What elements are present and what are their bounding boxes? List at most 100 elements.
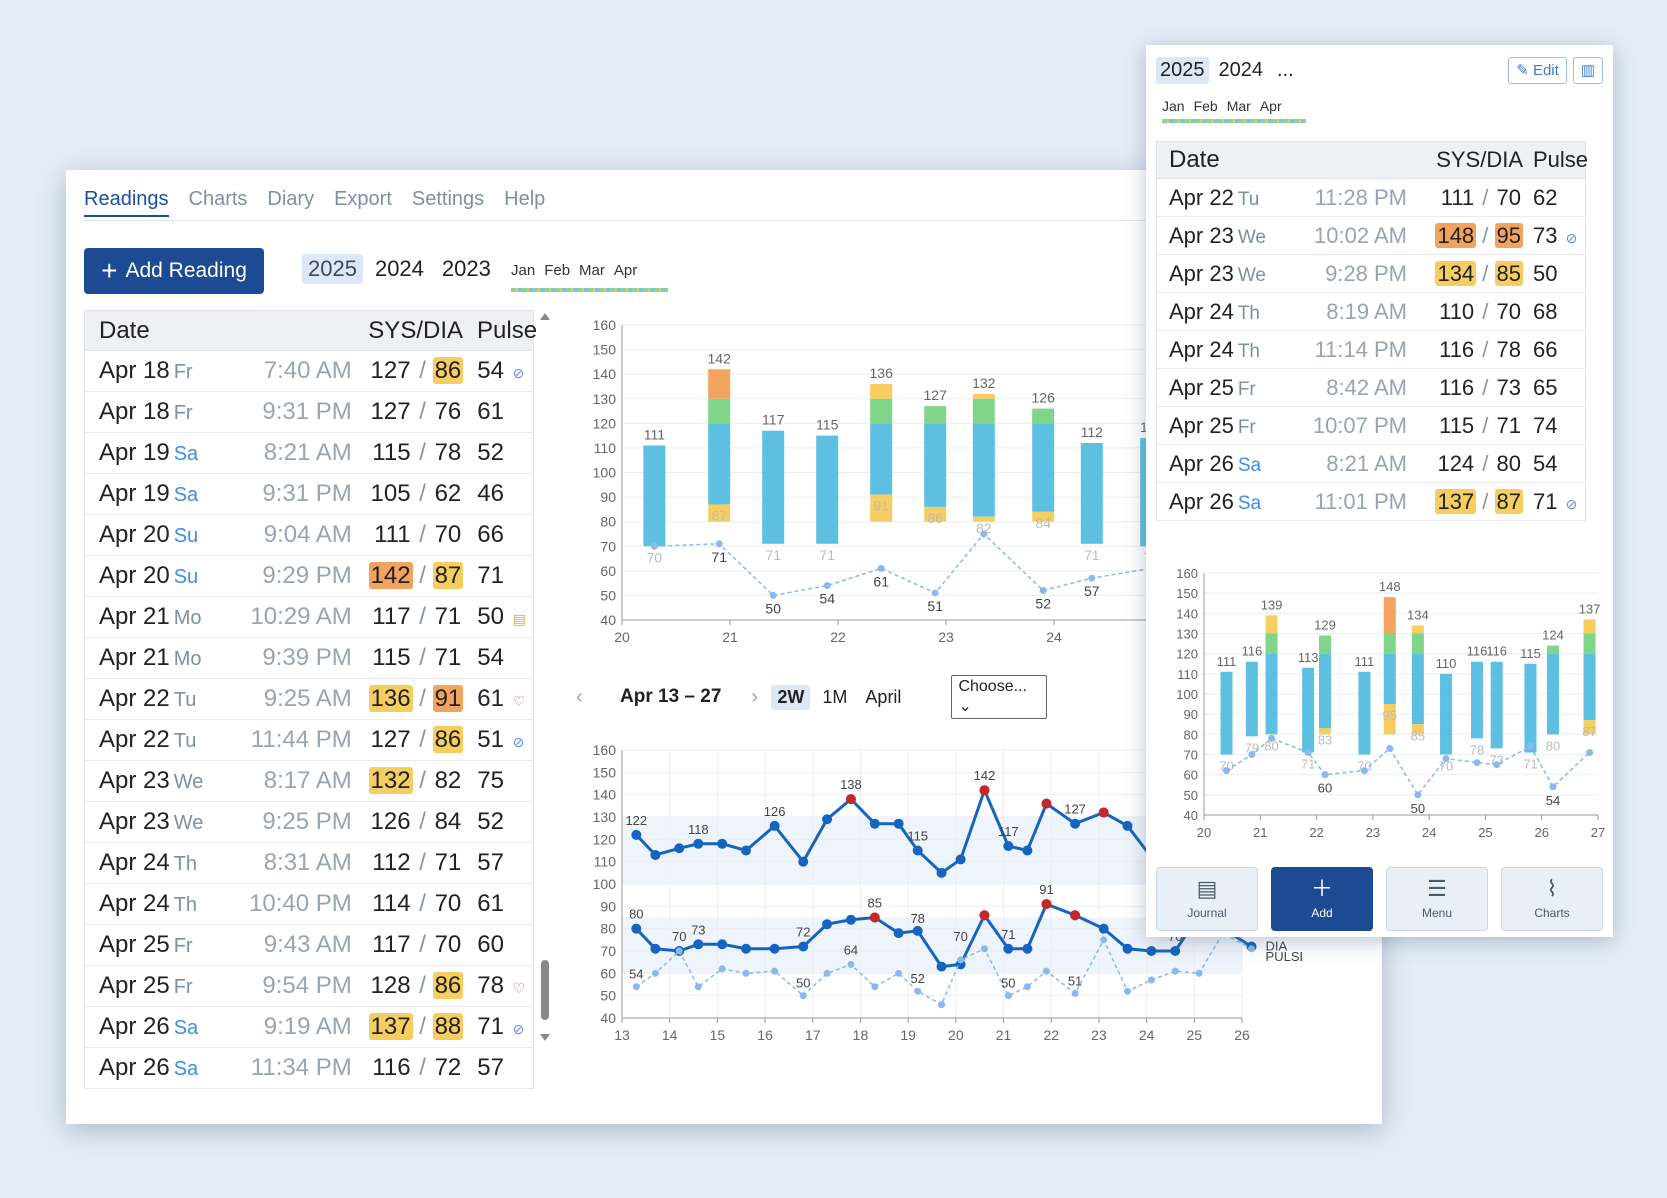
cell-time: 8:17 AM: [263, 767, 352, 794]
table-row[interactable]: Apr 22 Tu 11:28 PM 111 / 70 62: [1156, 179, 1586, 217]
cell-date: Apr 26 Sa: [1157, 489, 1283, 515]
edit-button[interactable]: ✎ Edit: [1508, 57, 1567, 84]
table-row[interactable]: Apr 19 Sa 8:21 AM 115 / 78 52: [84, 433, 534, 474]
range-1m[interactable]: 1M: [822, 686, 848, 707]
dia-line-point: [1122, 943, 1133, 954]
mobile-month-apr[interactable]: Apr: [1259, 98, 1282, 114]
table-row[interactable]: Apr 24 Th 8:31 AM 112 / 71 57: [84, 843, 534, 884]
cell-time: 9:54 PM: [262, 972, 352, 999]
table-row[interactable]: Apr 23 We 8:17 AM 132 / 82 75: [84, 761, 534, 802]
table-row[interactable]: Apr 20 Su 9:04 AM 111 / 70 66: [84, 515, 534, 556]
table-row[interactable]: Apr 23 We 9:28 PM 134 / 85 50: [1156, 255, 1586, 293]
header-sysdia[interactable]: SYS/DIA: [368, 316, 463, 344]
scroll-down-icon[interactable]: [540, 1034, 550, 1041]
table-row[interactable]: Apr 22 Tu 11:44 PM 127 / 86 51 ⊘: [84, 720, 534, 761]
month-feb[interactable]: Feb: [544, 262, 571, 279]
tab-diary[interactable]: Diary: [267, 188, 315, 210]
mobile-header-date[interactable]: Date: [1169, 146, 1220, 173]
table-row[interactable]: Apr 26 Sa 11:34 PM 116 / 72 57: [84, 1048, 534, 1089]
month-apr[interactable]: Apr: [613, 262, 638, 279]
bp-bar: [1546, 653, 1559, 735]
add-reading-button[interactable]: + Add Reading: [84, 248, 264, 294]
tab-settings[interactable]: Settings: [411, 188, 485, 210]
dia-data-label: 72: [796, 925, 810, 940]
sys-line-point: [893, 818, 904, 829]
sys-line-point: [1122, 820, 1133, 831]
bp-bar-dia-high: [924, 506, 947, 522]
year-2025[interactable]: 2025: [302, 254, 363, 284]
slash: /: [1476, 374, 1495, 400]
table-row[interactable]: Apr 25 Fr 9:43 AM 117 / 70 60: [84, 925, 534, 966]
mobile-header-pulse[interactable]: Pulse: [1533, 147, 1589, 172]
pulse-line-point: [1195, 969, 1203, 977]
chart-toggle-button[interactable]: ▥: [1572, 57, 1603, 84]
table-row[interactable]: Apr 20 Su 9:29 PM 142 / 87 71: [84, 556, 534, 597]
dia-data-label: 82: [976, 520, 992, 536]
mobile-year-more[interactable]: ...: [1277, 59, 1294, 81]
table-row[interactable]: Apr 25 Fr 10:07 PM 115 / 71 74: [1156, 407, 1586, 445]
pulse-data-label: 54: [1546, 793, 1560, 808]
tab-charts[interactable]: Charts: [188, 188, 248, 210]
scroll-thumb[interactable]: [541, 960, 549, 1020]
cell-time: 8:19 AM: [1326, 298, 1407, 324]
table-scrollbar[interactable]: [538, 310, 552, 1046]
table-row[interactable]: Apr 26 Sa 9:19 AM 137 / 88 71 ⊘: [84, 1007, 534, 1048]
header-pulse[interactable]: Pulse: [477, 316, 538, 344]
mobile-header-sysdia[interactable]: SYS/DIA: [1436, 147, 1523, 172]
charts-button[interactable]: ⌇ Charts: [1501, 867, 1603, 931]
year-2024[interactable]: 2024: [374, 256, 424, 281]
table-row[interactable]: Apr 21 Mo 9:39 PM 115 / 71 54: [84, 638, 534, 679]
table-row[interactable]: Apr 19 Sa 9:31 PM 105 / 62 46: [84, 474, 534, 515]
date-text: Apr 22: [1169, 184, 1234, 210]
range-choose-select[interactable]: Choose... ⌄: [951, 675, 1048, 719]
table-row[interactable]: Apr 24 Th 11:14 PM 116 / 78 66: [1156, 331, 1586, 369]
add-button[interactable]: ＋ Add: [1271, 867, 1373, 931]
range-month[interactable]: April: [865, 686, 902, 707]
table-row[interactable]: Apr 23 We 10:02 AM 148 / 95 73 ⊘: [1156, 217, 1586, 255]
dia-value: 86: [432, 357, 464, 384]
mobile-year-2024[interactable]: 2024: [1218, 59, 1264, 81]
mobile-month-feb[interactable]: Feb: [1193, 98, 1218, 114]
cell-date: Apr 23 We: [1157, 223, 1283, 249]
range-2w[interactable]: 2W: [771, 684, 811, 710]
mobile-month-mar[interactable]: Mar: [1226, 98, 1251, 114]
mobile-month-jan[interactable]: Jan: [1162, 98, 1185, 114]
chevron-left-icon[interactable]: ‹: [576, 685, 583, 708]
table-row[interactable]: Apr 25 Fr 9:54 PM 128 / 86 78 ♡: [84, 966, 534, 1007]
cell-date: Apr 25 Fr: [1157, 413, 1283, 439]
pulse-point: [931, 589, 939, 597]
table-row[interactable]: Apr 18 Fr 9:31 PM 127 / 76 61: [84, 392, 534, 433]
bp-bar-elevated: [1319, 635, 1332, 654]
table-row[interactable]: Apr 23 We 9:25 PM 126 / 84 52: [84, 802, 534, 843]
header-date[interactable]: Date: [99, 316, 150, 344]
journal-button[interactable]: ▤ Journal: [1156, 867, 1258, 931]
table-row[interactable]: Apr 18 Fr 7:40 AM 127 / 86 54 ⊘: [84, 351, 534, 392]
slash: /: [412, 562, 433, 589]
bp-bar-dia-high: [708, 504, 731, 522]
table-row[interactable]: Apr 22 Tu 9:25 AM 136 / 91 61 ♡: [84, 679, 534, 720]
y-tick-label: 140: [593, 366, 617, 382]
year-2023[interactable]: 2023: [441, 256, 491, 281]
table-row[interactable]: Apr 24 Th 8:19 AM 110 / 70 68: [1156, 293, 1586, 331]
sys-value: 136: [368, 685, 413, 712]
table-row[interactable]: Apr 26 Sa 8:21 AM 124 / 80 54: [1156, 445, 1586, 483]
table-row[interactable]: Apr 24 Th 10:40 PM 114 / 70 61: [84, 884, 534, 925]
tab-export[interactable]: Export: [334, 188, 392, 210]
dia-data-label: 73: [691, 922, 705, 937]
cell-pulse: 61: [463, 890, 533, 918]
menu-button[interactable]: ☰ Menu: [1386, 867, 1488, 931]
x-tick-label: 22: [1309, 825, 1323, 840]
chevron-right-icon[interactable]: ›: [751, 685, 759, 708]
month-jan[interactable]: Jan: [511, 262, 536, 279]
tab-help[interactable]: Help: [504, 188, 546, 210]
tab-readings[interactable]: Readings: [84, 188, 169, 217]
table-row[interactable]: Apr 21 Mo 10:29 AM 117 / 71 50 ▤: [84, 597, 534, 638]
table-row[interactable]: Apr 26 Sa 11:01 PM 137 / 87 71 ⊘: [1156, 483, 1586, 521]
bp-bar: [870, 423, 893, 495]
slash: /: [412, 1054, 433, 1081]
table-row[interactable]: Apr 25 Fr 8:42 AM 116 / 73 65: [1156, 369, 1586, 407]
cell-time: 9:31 PM: [262, 398, 352, 425]
scroll-up-icon[interactable]: [540, 313, 550, 320]
month-mar[interactable]: Mar: [579, 262, 605, 279]
mobile-year-2025[interactable]: 2025: [1156, 57, 1209, 84]
